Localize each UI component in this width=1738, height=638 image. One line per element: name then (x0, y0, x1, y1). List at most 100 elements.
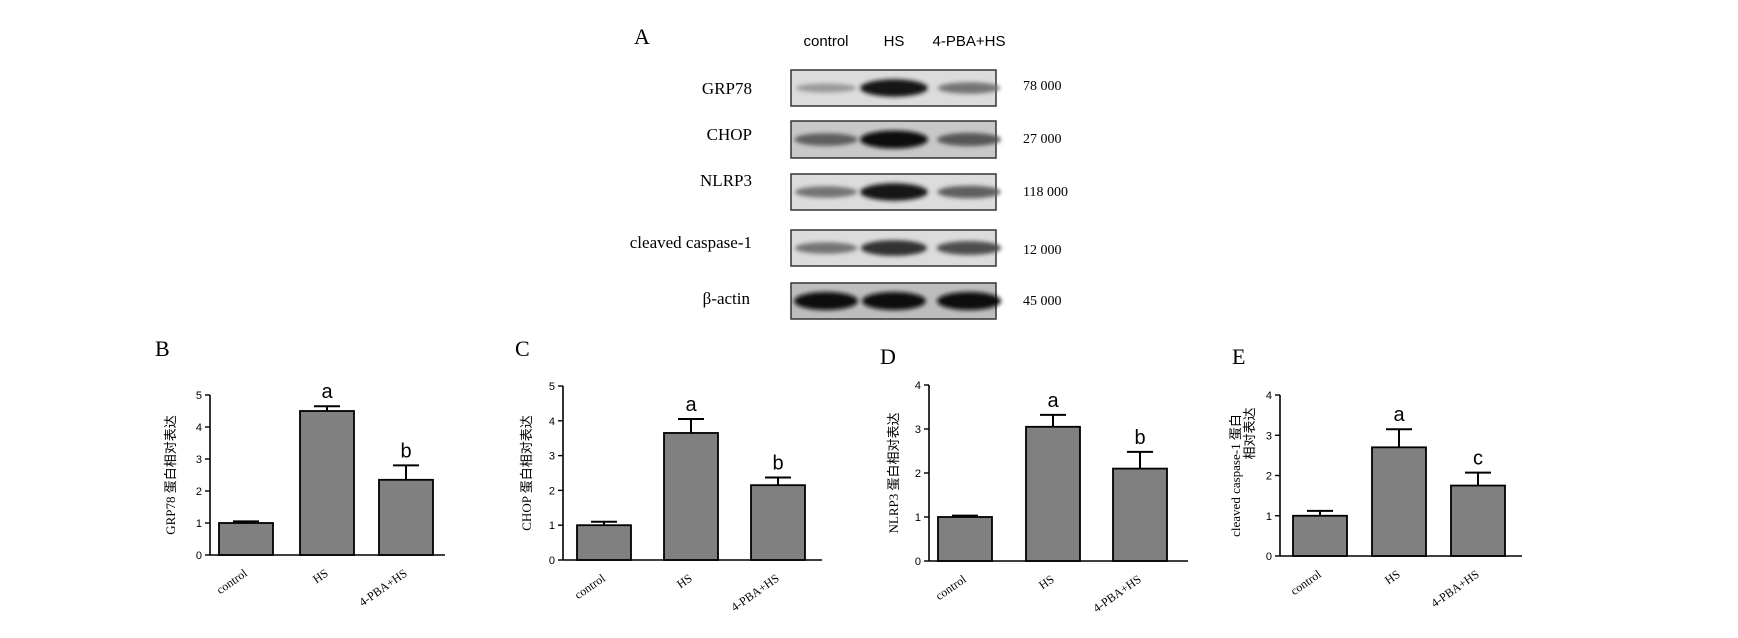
panel-letter: C (515, 336, 530, 361)
blot-band (937, 292, 1001, 310)
y-tick-label: 3 (915, 424, 921, 436)
y-tick-label: 2 (196, 486, 202, 498)
bar (1450, 484, 1506, 557)
blot-band (860, 130, 928, 149)
x-category-label: control (1288, 567, 1324, 598)
y-tick-label: 1 (1266, 511, 1272, 523)
panel-letter-a: A (634, 24, 650, 49)
blot-band (795, 83, 857, 93)
y-tick-label: 1 (196, 518, 202, 530)
blot-protein-label: cleaved caspase-1 (630, 233, 752, 252)
blot-band (937, 185, 1001, 199)
y-axis-label: CHOP 蛋白相对表达 (519, 415, 534, 530)
y-tick-label: 3 (549, 451, 555, 463)
x-category-label: HS (310, 566, 331, 586)
panel-letter: B (155, 336, 170, 361)
x-category-label: 4-PBA+HS (1428, 567, 1481, 610)
blot-band (937, 132, 1001, 147)
molecular-weight-label: 118 000 (1023, 185, 1068, 200)
lane-label-4pba-hs: 4-PBA+HS (933, 33, 1006, 50)
x-category-label: 4-PBA+HS (356, 566, 409, 609)
x-category-label: control (933, 572, 969, 603)
y-tick-label: 5 (549, 381, 555, 393)
blot-band (794, 292, 858, 310)
chart-panel-b: B GRP78 蛋白相对表达 0 1 2 3 4 5 control a HS b 4-PBA+HS (155, 336, 445, 609)
y-tick-label: 1 (549, 520, 555, 532)
y-tick-label: 2 (915, 468, 921, 480)
lane-label-control: control (803, 33, 848, 50)
blot-row: NLRP3 118 000 (700, 171, 1068, 211)
blot-row: cleaved caspase-1 12 000 (630, 229, 1062, 267)
bar (750, 484, 806, 561)
y-tick-label: 3 (196, 454, 202, 466)
significance-letter: a (685, 394, 697, 416)
bar (1025, 425, 1081, 562)
x-category-label: 4-PBA+HS (728, 571, 781, 614)
y-tick-label: 4 (196, 422, 202, 434)
bar (378, 478, 434, 556)
y-tick-label: 0 (196, 550, 202, 562)
chart-panel-d: D NLRP3 蛋白相对表达 0 1 2 3 4 control a HS b 4-PBA+HS (880, 344, 1188, 615)
y-tick-label: 2 (549, 485, 555, 497)
y-tick-label: 0 (1266, 551, 1272, 563)
blot-band (862, 292, 926, 310)
y-tick-label: 4 (549, 416, 555, 428)
x-category-label: control (214, 566, 250, 597)
blot-band (937, 82, 1001, 94)
lane-label-hs: HS (884, 33, 905, 50)
y-tick-label: 1 (915, 512, 921, 524)
significance-letter: a (1393, 404, 1405, 426)
bar (218, 522, 274, 556)
x-category-label: control (572, 571, 608, 602)
x-category-label: HS (674, 571, 695, 591)
blot-band (794, 242, 858, 254)
y-axis-label-line2: 相对表达 (1242, 407, 1257, 459)
y-tick-label: 5 (196, 390, 202, 402)
x-category-label: HS (1036, 572, 1057, 592)
y-tick-label: 4 (915, 380, 921, 392)
blot-band (794, 186, 858, 198)
blot-protein-label: CHOP (707, 125, 752, 144)
blot-protein-label: β-actin (703, 289, 751, 308)
bar (1112, 467, 1168, 562)
blot-row: GRP78 78 000 (702, 69, 1062, 107)
y-axis-label: GRP78 蛋白相对表达 (163, 415, 178, 535)
y-axis-label: cleaved caspase-1 蛋白 (1228, 414, 1243, 537)
blot-protein-label: GRP78 (702, 79, 752, 98)
blot-band (860, 79, 928, 97)
blot-band (936, 241, 1002, 255)
significance-letter: b (772, 453, 783, 475)
bar (937, 516, 993, 562)
bar (1292, 514, 1348, 557)
y-tick-label: 0 (549, 555, 555, 567)
significance-letter: b (1134, 427, 1145, 449)
significance-letter: b (400, 440, 411, 462)
molecular-weight-label: 12 000 (1023, 243, 1062, 258)
significance-letter: c (1473, 448, 1483, 470)
blot-band (794, 133, 858, 146)
y-tick-label: 3 (1266, 430, 1272, 442)
significance-letter: a (321, 381, 333, 403)
panel-letter: D (880, 344, 896, 369)
x-category-label: HS (1382, 567, 1403, 587)
chart-panel-c: C CHOP 蛋白相对表达 0 1 2 3 4 5 control a HS b 4-PBA+HS (515, 336, 822, 614)
panel-letter: E (1232, 344, 1245, 369)
molecular-weight-label: 78 000 (1023, 79, 1062, 94)
molecular-weight-label: 27 000 (1023, 132, 1062, 147)
bar (576, 524, 632, 561)
bar (299, 410, 355, 556)
y-tick-label: 4 (1266, 390, 1272, 402)
blot-band (860, 183, 928, 201)
blot-band (861, 240, 927, 256)
bar (663, 432, 719, 561)
blot-row: CHOP 27 000 (707, 120, 1062, 159)
molecular-weight-label: 45 000 (1023, 294, 1062, 309)
blot-protein-label: NLRP3 (700, 171, 752, 190)
blot-row: β-actin 45 000 (703, 282, 1062, 320)
y-tick-label: 0 (915, 556, 921, 568)
blot-rows: GRP78 78 000 CHOP 27 000 NLRP3 118 000 cleaved… (630, 69, 1068, 320)
western-blot-panel: A control HS 4-PBA+HS GRP78 78 000 CHOP 27 … (630, 24, 1068, 320)
